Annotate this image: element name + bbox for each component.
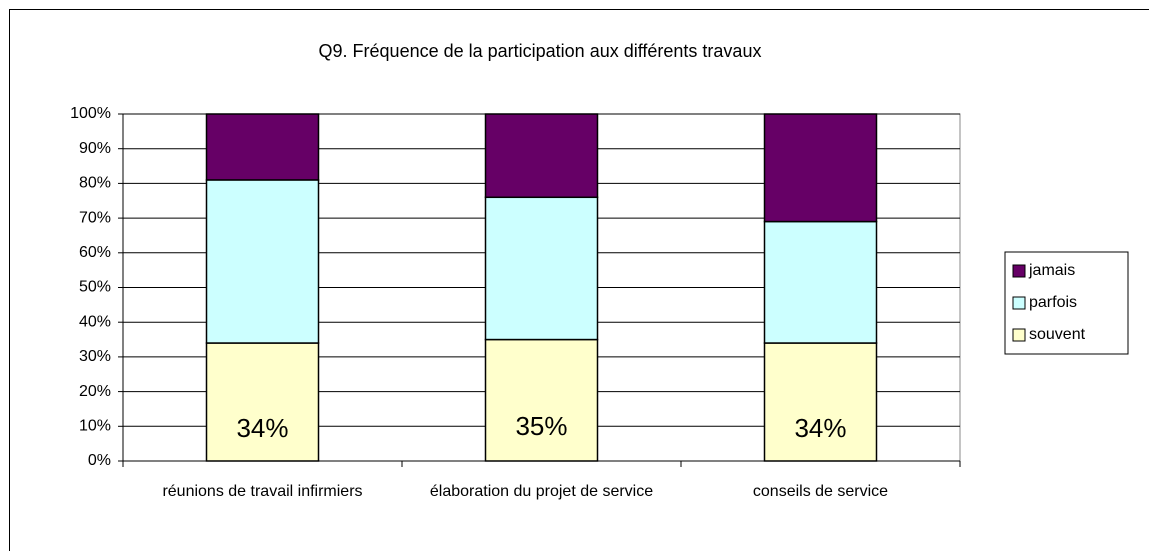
legend-swatch	[1012, 328, 1026, 342]
y-tick-label: 60%	[79, 244, 111, 261]
y-tick-label: 50%	[79, 279, 111, 296]
y-tick-label: 0%	[88, 452, 111, 469]
bar-segment	[763, 220, 878, 344]
bar-segment	[763, 113, 878, 223]
bar-segment	[763, 342, 878, 462]
legend-label: souvent	[1029, 326, 1086, 343]
legend-label: parfois	[1029, 294, 1077, 311]
y-tick-label: 10%	[79, 418, 111, 435]
data-label: 35%	[515, 411, 567, 441]
legend-swatch	[1012, 264, 1026, 278]
bar-segment	[205, 113, 320, 181]
data-label: 34%	[236, 413, 288, 443]
legend-label: jamais	[1028, 262, 1075, 279]
bar-segment	[484, 113, 599, 199]
y-tick-label: 70%	[79, 209, 111, 226]
y-tick-label: 30%	[79, 348, 111, 365]
y-tick-label: 90%	[79, 140, 111, 157]
legend-swatch	[1012, 296, 1026, 310]
x-tick-label: réunions de travail infirmiers	[162, 483, 363, 500]
y-tick-label: 40%	[79, 313, 111, 330]
x-tick-label: élaboration du projet de service	[429, 483, 654, 500]
x-tick-label: conseils de service	[752, 483, 889, 500]
bar-segment	[205, 179, 320, 344]
bar-segment	[484, 196, 599, 341]
bar-segment	[484, 338, 599, 462]
data-label: 34%	[794, 413, 846, 443]
y-tick-label: 20%	[79, 383, 111, 400]
bar-segment	[205, 342, 320, 462]
y-tick-label: 100%	[70, 105, 111, 122]
chart-title: Q9. Fréquence de la participation aux di…	[319, 41, 762, 61]
y-tick-label: 80%	[79, 175, 111, 192]
